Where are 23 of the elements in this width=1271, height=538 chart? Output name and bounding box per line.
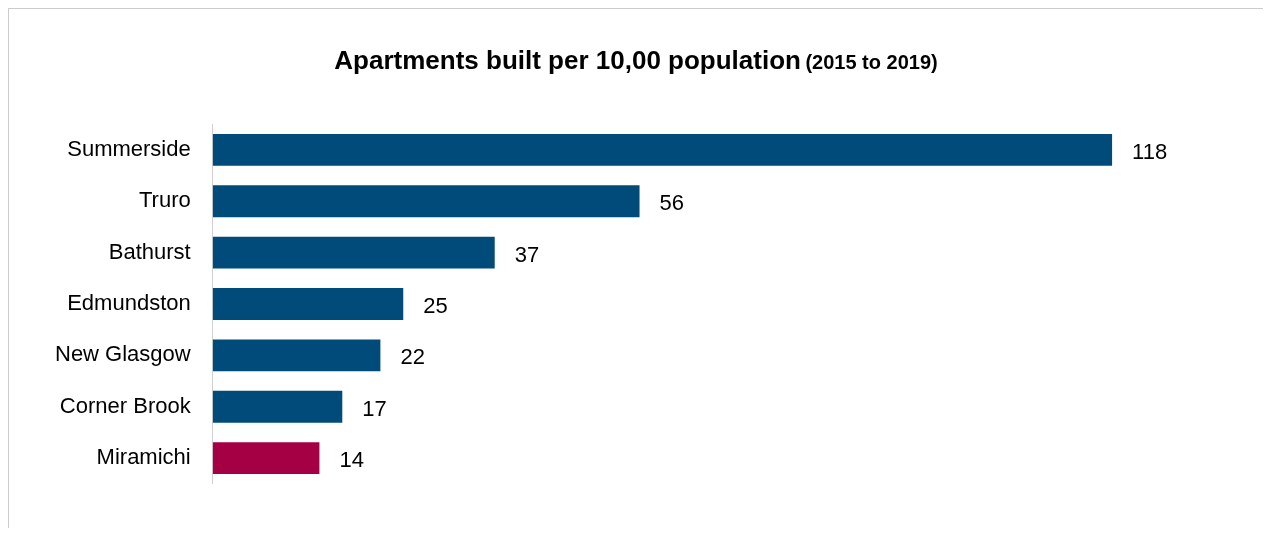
bar xyxy=(212,236,495,269)
bar xyxy=(212,442,320,475)
y-tick-label: Truro xyxy=(138,187,191,213)
data-label: 17 xyxy=(362,395,387,421)
data-label: 22 xyxy=(400,344,425,370)
bar xyxy=(212,185,640,218)
data-label: 37 xyxy=(514,241,540,267)
y-tick-label: New Glasgow xyxy=(55,341,191,367)
bar xyxy=(212,288,404,320)
data-label: 14 xyxy=(339,447,364,473)
y-tick-label: Bathurst xyxy=(108,238,191,264)
chart-title: Apartments built per 10,00 population xyxy=(334,45,801,75)
data-label: 118 xyxy=(1132,138,1168,164)
data-label: 25 xyxy=(423,293,448,319)
y-tick-label: Miramichi xyxy=(96,444,191,470)
y-tick-label: Summerside xyxy=(67,135,191,161)
data-label: 56 xyxy=(659,190,685,216)
chart-subtitle: (2015 to 2019) xyxy=(805,51,938,73)
bar xyxy=(212,390,343,423)
bar xyxy=(212,339,381,372)
bar xyxy=(212,133,1113,166)
y-tick-label: Corner Brook xyxy=(59,392,192,418)
y-tick-label: Edmundston xyxy=(67,290,191,316)
